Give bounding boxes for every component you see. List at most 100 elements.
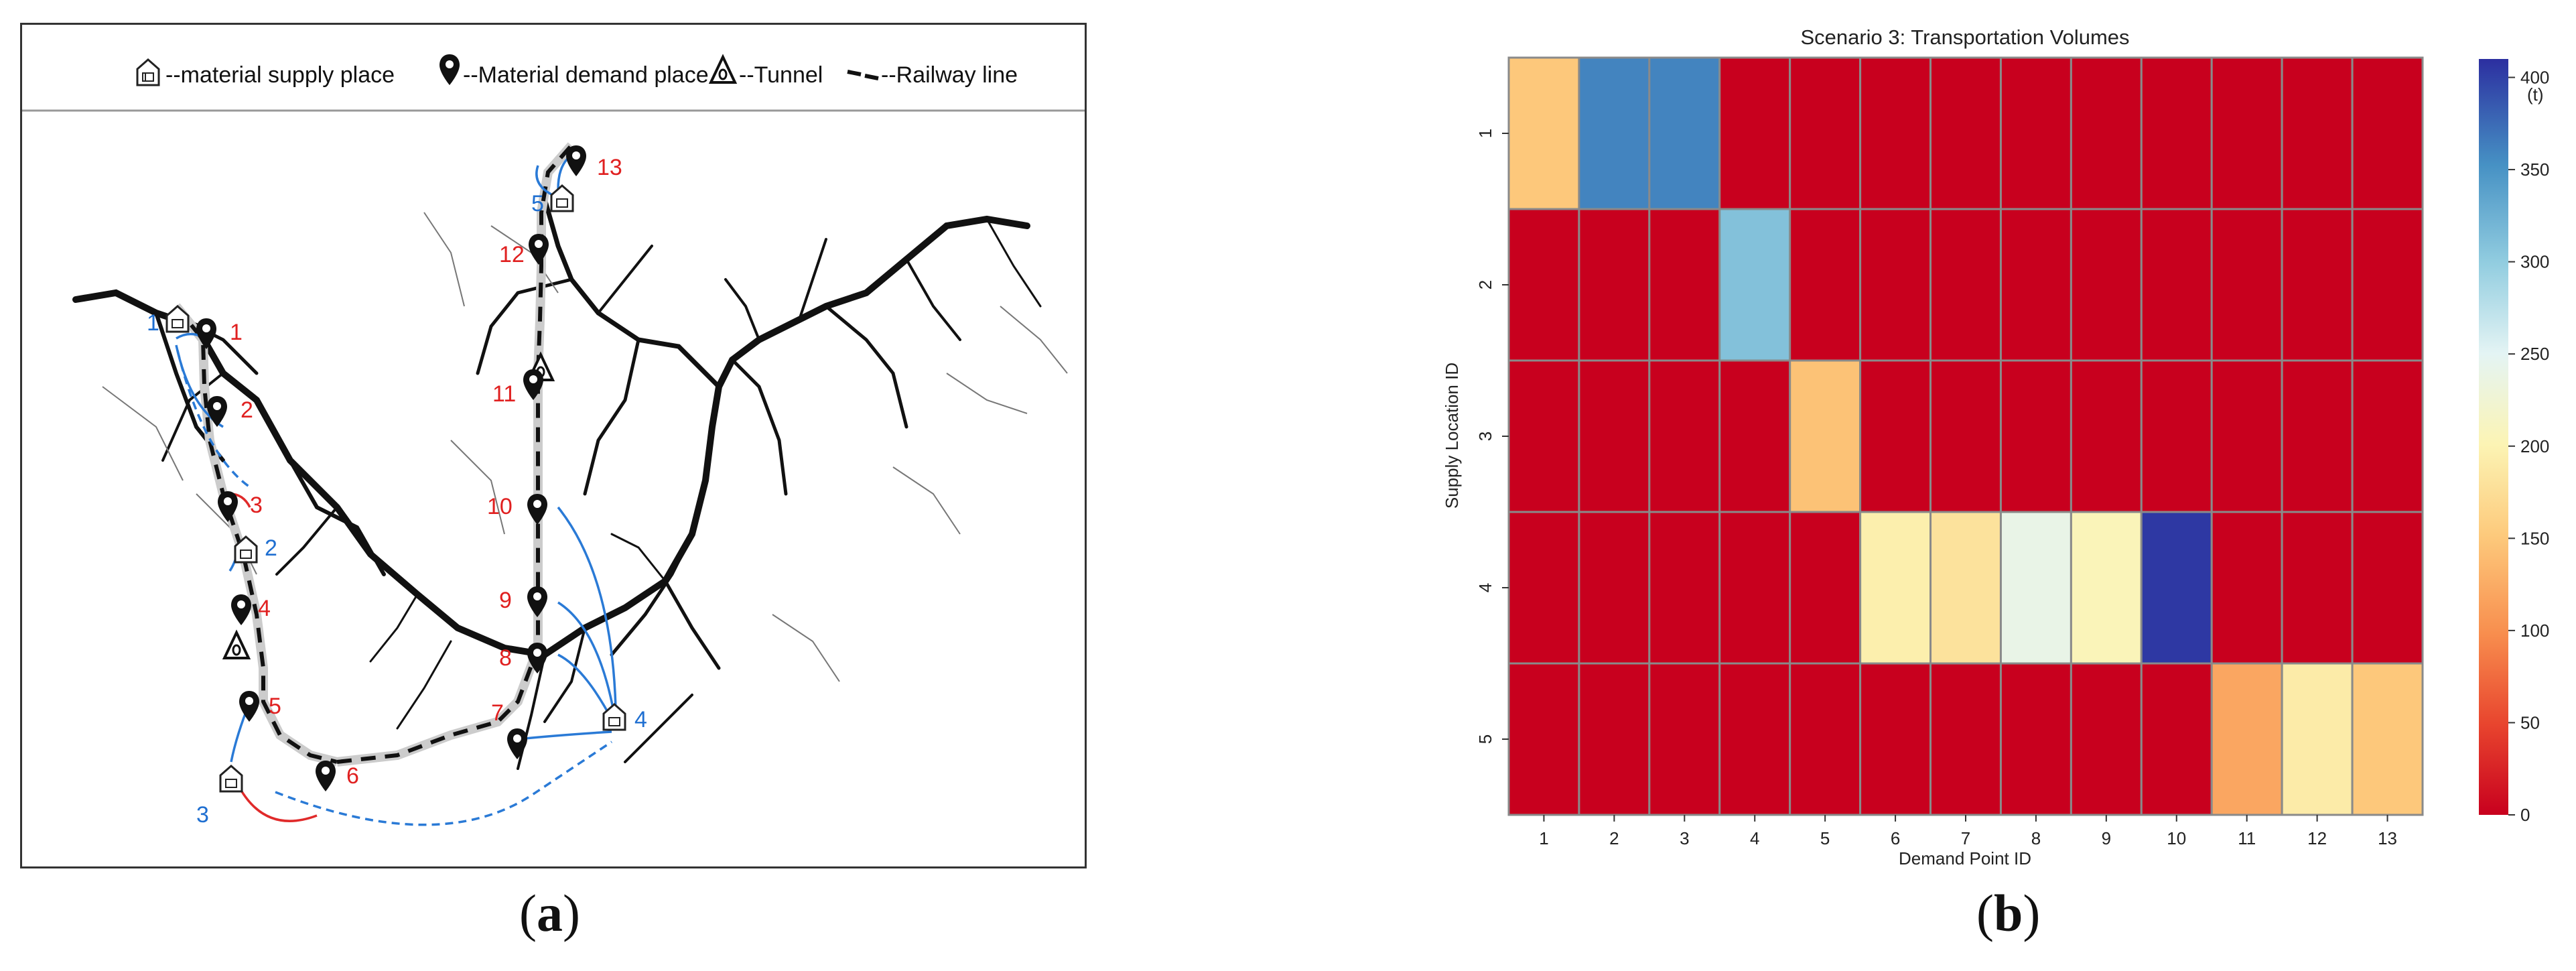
demand-place-icon bbox=[316, 761, 336, 791]
heatmap-cell bbox=[1648, 56, 1721, 210]
heatmap-cell bbox=[1718, 662, 1791, 816]
heatmap-cell bbox=[1648, 662, 1721, 816]
legend-tunnel-label: --Tunnel bbox=[739, 62, 823, 88]
heatmap-cell bbox=[1999, 56, 2072, 210]
x-ticks: 1 2 3 4 5 6 7 8 9 10 11 12 13 bbox=[1539, 815, 2397, 848]
heatmap-cell bbox=[1648, 359, 1721, 513]
demand-place-icon bbox=[527, 643, 547, 673]
supply-label: 5 bbox=[531, 191, 544, 216]
x-tick-label: 1 bbox=[1539, 828, 1548, 848]
demand-place-icon bbox=[527, 494, 547, 525]
heatmap-cell bbox=[1578, 359, 1651, 513]
heatmap-cell bbox=[1718, 208, 1791, 362]
supply-label: 2 bbox=[265, 535, 277, 561]
heatmap-cell bbox=[1929, 662, 2002, 816]
heatmap-cell bbox=[2070, 208, 2143, 362]
heatmap-cell bbox=[1789, 511, 1862, 665]
heatmap-cell bbox=[1999, 511, 2072, 665]
heatmap-cell bbox=[1789, 56, 1862, 210]
heatmap-cell bbox=[2070, 56, 2143, 210]
map-legend: --material supply place --Material deman… bbox=[136, 54, 1018, 88]
heatmap-cell bbox=[2281, 359, 2354, 513]
map-svg: --material supply place --Material deman… bbox=[22, 54, 1085, 828]
demand-label: 5 bbox=[269, 694, 281, 719]
demand-place-icon bbox=[527, 586, 547, 617]
heatmap-cell bbox=[2281, 208, 2354, 362]
demand-place-icon bbox=[507, 728, 527, 759]
heatmap-cell bbox=[1718, 359, 1791, 513]
heatmap-cell bbox=[1718, 511, 1791, 665]
railway-lines bbox=[172, 142, 575, 767]
heatmap-cell bbox=[1789, 662, 1862, 816]
demand-label: 3 bbox=[250, 493, 263, 518]
colorbar-tick-label: 150 bbox=[2520, 528, 2549, 548]
heatmap-cell bbox=[1859, 511, 1932, 665]
heatmap-cell bbox=[1578, 208, 1651, 362]
colorbar-tick-label: 50 bbox=[2520, 712, 2540, 732]
heatmap-cell bbox=[2140, 662, 2213, 816]
heatmap-cell bbox=[2351, 359, 2424, 513]
heatmap-cell bbox=[2351, 662, 2424, 816]
y-tick-label: 1 bbox=[1475, 129, 1495, 138]
colorbar-unit: (t) bbox=[2527, 84, 2544, 105]
demand-place-icon bbox=[523, 369, 543, 400]
heatmap-cell bbox=[1859, 56, 1932, 210]
legend-demand-label: --Material demand place bbox=[463, 62, 709, 88]
colorbar-tick-label: 400 bbox=[2520, 68, 2549, 88]
supply-label: 3 bbox=[196, 802, 209, 828]
flow-arrow-s4-d7 bbox=[517, 730, 612, 740]
x-tick-label: 9 bbox=[2102, 828, 2111, 848]
colorbar-ticks: 0 50 100 150 200 250 300 350 400 bbox=[2508, 68, 2549, 825]
heatmap-cell bbox=[1789, 208, 1862, 362]
heatmap-cell bbox=[2210, 662, 2283, 816]
demand-label: 12 bbox=[499, 242, 525, 267]
heatmap-cell bbox=[2210, 208, 2283, 362]
x-tick-label: 4 bbox=[1750, 828, 1759, 848]
heatmap-cell bbox=[2210, 359, 2283, 513]
demand-label: 13 bbox=[597, 155, 622, 180]
heatmap-cell bbox=[1859, 662, 1932, 816]
demand-place-icon bbox=[218, 491, 238, 522]
flow-arrow-s4-d10 bbox=[557, 506, 617, 709]
x-tick-label: 12 bbox=[2307, 828, 2327, 848]
supply-places bbox=[165, 184, 626, 793]
legend-railway-label: --Railway line bbox=[881, 62, 1018, 88]
heatmap-cell bbox=[2140, 511, 2213, 665]
demand-place-icon bbox=[196, 318, 216, 349]
legend-supply-label: --material supply place bbox=[165, 62, 395, 88]
supply-place-icon bbox=[165, 305, 190, 333]
demand-place-icon bbox=[207, 396, 227, 427]
colorbar-tick-label: 0 bbox=[2520, 805, 2530, 825]
supply-place-icon bbox=[234, 535, 258, 564]
heatmap-cell bbox=[2070, 359, 2143, 513]
heatmap-cell bbox=[1578, 511, 1651, 665]
heatmap-cell bbox=[2140, 56, 2213, 210]
demand-labels: 1 2 3 4 5 6 7 8 9 10 11 12 13 bbox=[230, 155, 622, 789]
supply-place-icon bbox=[136, 58, 160, 86]
heatmap-cell bbox=[2281, 662, 2354, 816]
heatmap-cell bbox=[1507, 662, 1580, 816]
x-tick-label: 5 bbox=[1820, 828, 1830, 848]
heatmap-cell bbox=[1789, 359, 1862, 513]
flow-arrows bbox=[175, 151, 617, 826]
demand-label: 1 bbox=[230, 320, 243, 345]
x-tick-label: 8 bbox=[2031, 828, 2041, 848]
demand-place-icon bbox=[439, 54, 460, 85]
demand-label: 10 bbox=[487, 494, 513, 519]
subfigure-label-a: (a) bbox=[519, 884, 580, 942]
chart-title: Scenario 3: Transportation Volumes bbox=[1800, 25, 2129, 49]
demand-place-icon bbox=[529, 234, 549, 265]
supply-labels: 1 2 3 4 5 bbox=[147, 191, 647, 828]
heatmap-cell bbox=[2210, 511, 2283, 665]
demand-places bbox=[196, 145, 586, 791]
heatmap-cell bbox=[1648, 511, 1721, 665]
heatmap-cell bbox=[1999, 359, 2072, 513]
heatmap-cell bbox=[1718, 56, 1791, 210]
y-axis-label: Supply Location ID bbox=[1442, 363, 1462, 509]
heatmap-cell bbox=[1859, 208, 1932, 362]
x-tick-label: 11 bbox=[2238, 828, 2256, 848]
x-tick-label: 3 bbox=[1680, 828, 1689, 848]
heatmap-cell bbox=[2281, 56, 2354, 210]
